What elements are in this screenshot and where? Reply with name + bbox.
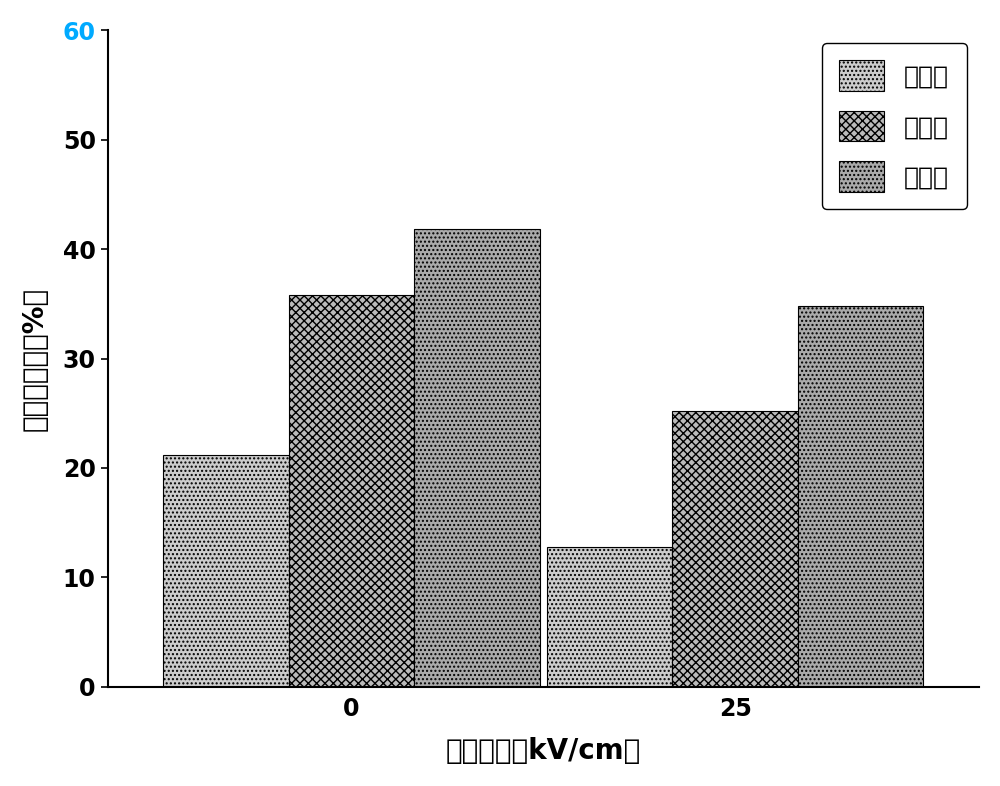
Bar (547, 547, 672, 687)
Bar (163, 455, 289, 687)
X-axis label: 电场强度（kV/cm）: 电场强度（kV/cm） (446, 737, 641, 765)
Bar (798, 306, 923, 687)
Bar (414, 230, 540, 687)
Y-axis label: 冻融稳定性（%）: 冻融稳定性（%） (21, 286, 49, 431)
Bar (672, 411, 798, 687)
Bar (289, 295, 414, 687)
Legend: 第一次, 第二次, 第三次: 第一次, 第二次, 第三次 (822, 42, 967, 209)
